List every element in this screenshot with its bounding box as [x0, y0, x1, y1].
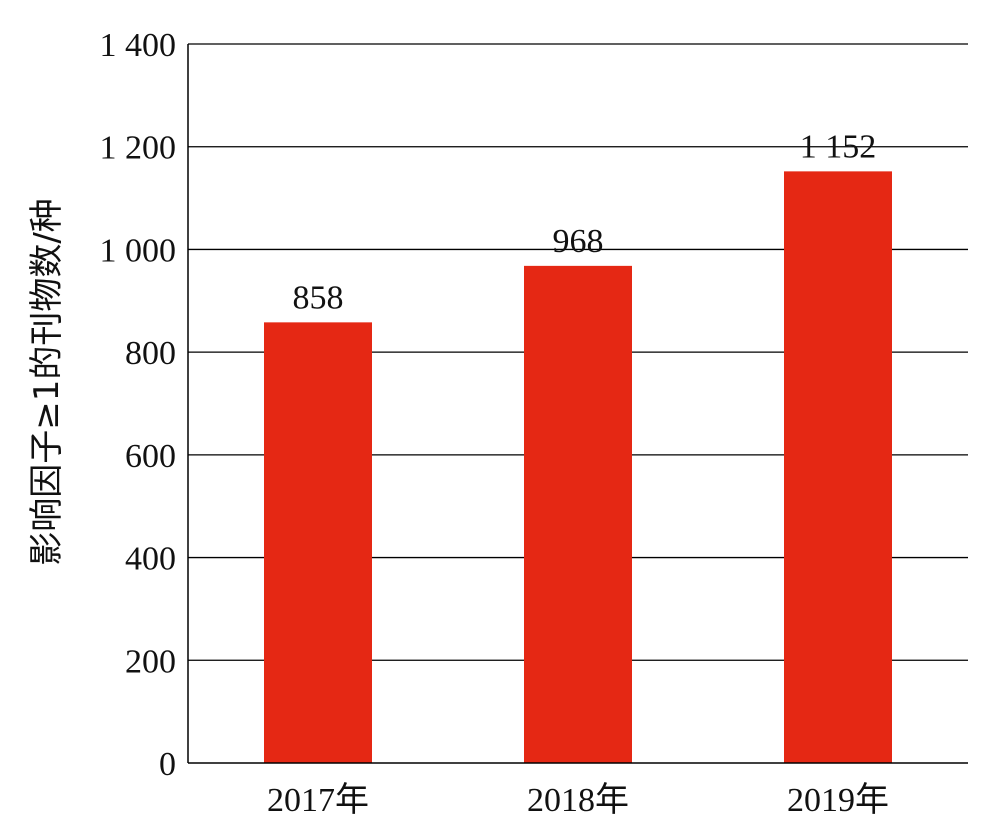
y-tick-label: 1 200 [100, 130, 177, 167]
x-category-label: 2018年 [527, 781, 629, 819]
y-tick-label: 0 [159, 746, 176, 783]
y-tick-labels: 0 200 400 600 800 1 000 1 200 1 400 [100, 27, 177, 783]
y-axis-label: 影响因子≥1的刊物数/种 [27, 198, 67, 566]
x-category-label: 2017年 [267, 781, 369, 819]
data-labels: 858 968 1 152 [293, 128, 877, 316]
axes [187, 44, 968, 764]
x-category-label: 2019年 [787, 781, 889, 819]
y-tick-label: 600 [125, 438, 176, 475]
bar [524, 265, 632, 763]
bar [264, 322, 372, 763]
bar [784, 171, 892, 763]
y-tick-label: 800 [125, 335, 176, 372]
y-tick-label: 400 [125, 541, 176, 578]
bar-value-label: 1 152 [800, 128, 877, 165]
y-tick-label: 1 400 [100, 27, 177, 64]
y-tick-label: 200 [125, 643, 176, 680]
x-category-labels: 2017年 2018年 2019年 [267, 781, 889, 819]
bar-value-label: 858 [293, 279, 344, 316]
bars [264, 171, 892, 763]
bar-value-label: 968 [553, 223, 604, 260]
y-tick-label: 1 000 [100, 232, 177, 269]
